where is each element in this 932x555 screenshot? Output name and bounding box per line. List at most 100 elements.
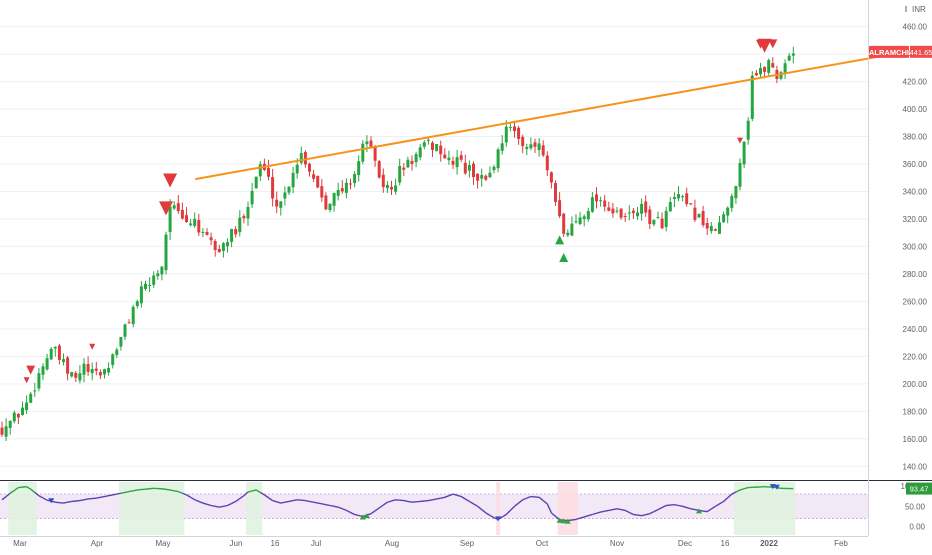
candle-body <box>25 403 28 411</box>
candle-body <box>132 307 135 324</box>
oscillator-line <box>605 510 609 511</box>
candle-body <box>119 337 122 347</box>
candle-body <box>74 373 77 378</box>
candle-body <box>726 208 729 216</box>
price-tick-label: 280.00 <box>903 270 928 279</box>
price-tick-label: 160.00 <box>903 435 928 444</box>
candle-body <box>587 211 590 219</box>
price-tick-label: 220.00 <box>903 352 928 361</box>
candle-body <box>497 149 500 168</box>
price-tick-label: 320.00 <box>903 215 928 224</box>
candle-body <box>177 203 180 211</box>
sell-signal-marker[interactable] <box>24 377 30 383</box>
oscillator-line <box>326 505 330 506</box>
candles <box>1 47 795 441</box>
candle-body <box>255 177 258 189</box>
candle-body <box>242 216 245 218</box>
buy-signal-marker[interactable] <box>559 253 568 262</box>
oscillator-line <box>289 501 293 502</box>
candle-body <box>189 224 192 226</box>
time-tick-label: 2022 <box>760 539 778 548</box>
oscillator-line <box>170 490 174 491</box>
candle-body <box>312 174 315 179</box>
candle-body <box>730 196 733 208</box>
oscillator-line <box>162 489 166 490</box>
candle-body <box>763 67 766 72</box>
candle-body <box>669 202 672 211</box>
candle-body <box>755 73 758 75</box>
candle-body <box>70 372 73 376</box>
price-tick-label: 380.00 <box>903 133 928 142</box>
candle-body <box>165 235 168 270</box>
time-tick-label: Dec <box>678 539 692 548</box>
candle-body <box>378 161 381 177</box>
sell-signal-marker[interactable] <box>768 39 777 48</box>
sell-signal-marker[interactable] <box>26 366 35 375</box>
price-tick-label: 300.00 <box>903 242 928 251</box>
candle-body <box>402 168 405 170</box>
oscillator-line <box>355 514 359 515</box>
sell-signal-marker[interactable] <box>89 344 95 350</box>
candle-body <box>566 233 569 235</box>
candle-body <box>575 221 578 222</box>
candle-body <box>673 197 676 199</box>
candle-body <box>341 188 344 191</box>
candle-body <box>591 197 594 211</box>
candle-body <box>558 200 561 216</box>
candle-body <box>46 358 49 369</box>
indicator-tick-label: 50.00 <box>905 502 926 511</box>
candle-body <box>710 226 713 231</box>
oscillator-line <box>404 501 408 502</box>
last-price-value: 441.65 <box>910 48 932 57</box>
candle-body <box>702 211 705 225</box>
oscillator-line <box>174 491 178 492</box>
time-tick-label: Sep <box>460 539 475 548</box>
candle-body <box>648 210 651 224</box>
oscillator-line <box>441 497 445 498</box>
candle-body <box>152 275 155 284</box>
candle-body <box>472 164 475 177</box>
candle-body <box>33 390 36 391</box>
oscillator-line <box>408 501 412 502</box>
price-tick-label: 140.00 <box>903 462 928 471</box>
oscillator-line <box>80 500 84 501</box>
candle-body <box>394 185 397 191</box>
candle-body <box>181 210 184 219</box>
oscillator-line <box>703 511 707 512</box>
candle-body <box>739 163 742 187</box>
candle-body <box>1 428 4 435</box>
candle-body <box>632 211 635 214</box>
candle-body <box>103 369 106 374</box>
candle-body <box>689 203 692 204</box>
overbought-zone <box>119 482 184 535</box>
price-tick-label: 260.00 <box>903 297 928 306</box>
buy-signal-marker[interactable] <box>555 235 564 244</box>
candle-body <box>685 193 688 204</box>
candle-body <box>58 346 61 360</box>
candle-body <box>759 68 762 74</box>
oscillator-line <box>621 510 625 511</box>
candle-body <box>329 204 332 210</box>
candle-body <box>706 223 709 229</box>
candle-body <box>415 154 418 162</box>
candle-body <box>423 142 426 146</box>
candle-body <box>747 121 750 140</box>
candle-body <box>275 200 278 207</box>
candle-body <box>698 214 701 218</box>
overbought-zone <box>734 482 795 535</box>
candle-body <box>767 60 770 73</box>
candle-body <box>406 160 409 168</box>
sell-signal-marker[interactable] <box>737 138 743 144</box>
sell-signal-marker[interactable] <box>163 173 177 187</box>
candle-body <box>538 143 541 150</box>
candle-body <box>230 229 233 242</box>
price-tick-label: 420.00 <box>903 78 928 87</box>
candle-body <box>156 273 159 276</box>
price-axis[interactable]: INR140.00160.00180.00200.00220.00240.002… <box>901 5 928 532</box>
candle-body <box>95 369 98 371</box>
oscillator-line <box>117 493 121 494</box>
oscillator-line <box>64 502 68 503</box>
